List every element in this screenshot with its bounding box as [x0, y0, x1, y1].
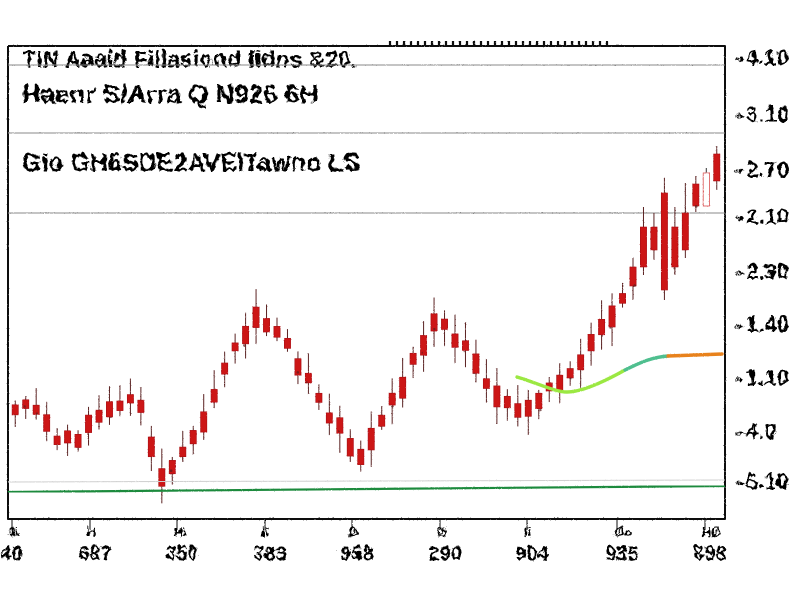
svg-text:350: 350 [163, 541, 196, 563]
svg-text:1.40: 1.40 [744, 310, 787, 335]
svg-text:3.10: 3.10 [744, 100, 787, 125]
svg-text:Ø: Ø [347, 523, 357, 538]
svg-text:2.30: 2.30 [744, 257, 787, 282]
svg-text:Hi: Hi [172, 523, 185, 538]
svg-text:«▸: «▸ [733, 109, 743, 119]
svg-text:H: H [85, 523, 94, 538]
svg-text:2.70: 2.70 [744, 155, 787, 180]
svg-text:«▸: «▸ [733, 372, 743, 382]
svg-text:935: 935 [603, 541, 636, 563]
svg-text:Ii: Ii [522, 523, 529, 538]
svg-text:«▸: «▸ [733, 52, 743, 62]
svg-text:40: 40 [0, 541, 20, 563]
svg-text:«▸: «▸ [733, 164, 743, 174]
svg-text:Ø: Ø [435, 523, 445, 538]
svg-text:«▸: «▸ [733, 211, 743, 221]
svg-text:«▸: «▸ [733, 266, 743, 276]
svg-text:HØ: HØ [700, 523, 720, 538]
svg-text:2.10: 2.10 [744, 202, 787, 227]
svg-text:958: 958 [338, 541, 371, 563]
svg-text:«▸: «▸ [733, 426, 743, 436]
svg-text:898: 898 [691, 541, 724, 563]
svg-text:0i: 0i [7, 523, 18, 538]
svg-text:687: 687 [76, 541, 109, 563]
svg-text:4.10: 4.10 [744, 43, 787, 68]
svg-text:904: 904 [513, 541, 547, 563]
svg-text:Øo: Øo [612, 523, 630, 538]
svg-text:Gio GH6SDE2AVEITawno LS: Gio GH6SDE2AVEITawno LS [20, 147, 358, 175]
svg-text:Ii: Ii [260, 523, 267, 538]
svg-text:Haenr S/Arra Q N926 6H: Haenr S/Arra Q N926 6H [20, 77, 316, 107]
svg-text:«▸: «▸ [733, 476, 743, 486]
svg-text:383: 383 [251, 541, 284, 563]
svg-text:290: 290 [426, 541, 459, 563]
svg-text:6.10: 6.10 [744, 467, 787, 492]
svg-text:4.0: 4.0 [744, 417, 775, 442]
svg-text:1.10: 1.10 [744, 363, 787, 388]
svg-text:«▸: «▸ [733, 319, 743, 329]
svg-text:TIN Aaaid Fillasiond fidns &2: TIN Aaaid Fillasiond fidns &20. [20, 44, 355, 70]
